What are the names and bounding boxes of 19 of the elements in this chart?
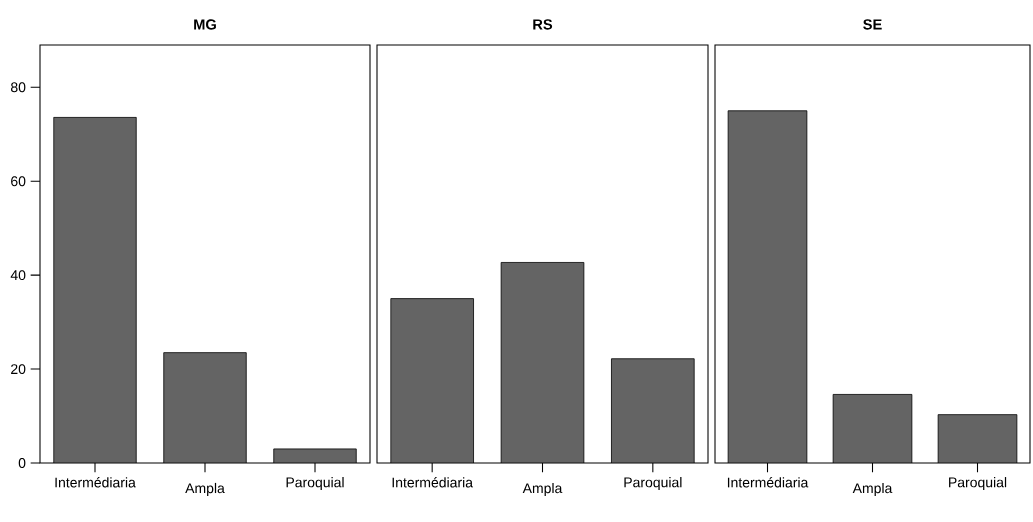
bar [163, 352, 247, 463]
x-tick-label: Intermédiaria [55, 477, 136, 488]
bar [53, 117, 137, 463]
y-tick-label: 80 [10, 82, 26, 93]
x-tick-label: Paroquial [949, 477, 1007, 491]
y-tick-label: 0 [18, 458, 26, 468]
x-tick-label: Ampla [522, 482, 563, 496]
y-tick-label: 40 [10, 270, 26, 281]
chart-title: SE [863, 19, 882, 30]
y-tick-label: 60 [11, 176, 26, 187]
x-tick-label: Paroquial [624, 477, 682, 491]
x-tick-label: Intermédiaria [727, 477, 809, 488]
chart-title: RS [533, 19, 553, 30]
x-tick-label: Ampla [185, 482, 225, 496]
chart-title: MG [194, 19, 216, 30]
x-tick-label: Ampla [852, 482, 893, 496]
x-tick-label: Intermédiaria [392, 477, 473, 488]
y-tick-label: 20 [11, 364, 26, 375]
x-tick-label: Paroquial [286, 477, 344, 491]
